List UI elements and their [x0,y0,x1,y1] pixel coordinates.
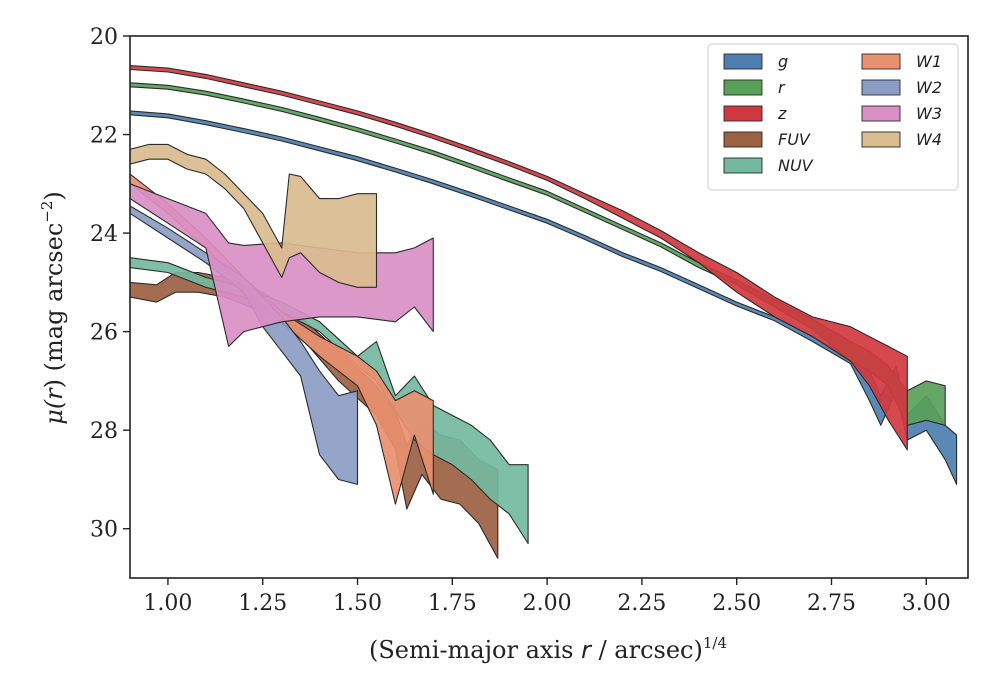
legend-swatch [723,79,763,96]
x-tick-label: 2.75 [807,591,856,616]
band-w4 [130,143,378,288]
x-tick-label: 1.25 [238,591,287,616]
legend-entry-r: r [723,78,786,97]
x-axis-label: (Semi-major axis r / arcsec)1/4 [369,634,727,664]
legend-entry-z: z [723,104,787,123]
plot-frame [129,35,969,579]
x-tick-label: 2.00 [523,591,572,616]
band-g [130,110,958,485]
y-axis-label: μ(r) (mag arcsec−2) [38,191,68,425]
x-tick-label: 2.25 [617,591,666,616]
y-tick-label: 22 [90,124,118,149]
legend-entry-w1: W1 [861,52,942,71]
y-tick-label: 24 [90,222,118,247]
legend-entry-fuv: FUV [723,130,811,149]
plot-area [130,65,958,559]
legend-swatch [723,131,763,148]
y-tick-label: 28 [90,419,118,444]
legend-swatch [723,157,763,174]
legend-swatch [861,131,901,148]
legend-label: z [777,104,787,123]
x-tick-label: 2.50 [712,591,761,616]
x-tick-label: 1.75 [428,591,477,616]
legend-swatch [861,53,901,70]
band-r [130,82,946,426]
legend-entry-w3: W3 [861,104,942,123]
y-tick-label: 30 [90,518,118,543]
legend-entry-g: g [723,52,788,71]
legend-swatch [861,105,901,122]
legend-label: g [778,52,788,71]
band-layer [130,65,958,559]
x-tick-label: 1.00 [143,591,192,616]
legend-label: W3 [916,104,942,123]
legend-entry-w2: W2 [861,78,942,97]
y-axis: 20 22 24 26 28 30 [90,25,130,543]
legend-entry-w4: W4 [861,130,942,149]
legend: grz FUV NUV W1 W2 W3 W4 [707,43,959,191]
legend-label: r [778,78,786,97]
x-tick-label: 3.00 [902,591,951,616]
legend-label: W1 [916,52,942,71]
legend-label: W2 [916,78,942,97]
x-axis: 1.00 1.25 1.50 1.75 2.00 2.25 2.50 2.75 3.00 [143,578,951,616]
legend-label: FUV [778,130,811,149]
legend-swatch [723,105,763,122]
legend-entry-nuv: NUV [723,156,814,175]
legend-label: NUV [778,156,814,175]
legend-label: W4 [916,130,942,149]
y-tick-label: 20 [90,25,118,50]
legend-swatch [723,53,763,70]
y-tick-label: 26 [90,321,118,346]
x-tick-label: 1.50 [333,591,382,616]
band-z [130,65,908,451]
legend-swatch [861,79,901,96]
